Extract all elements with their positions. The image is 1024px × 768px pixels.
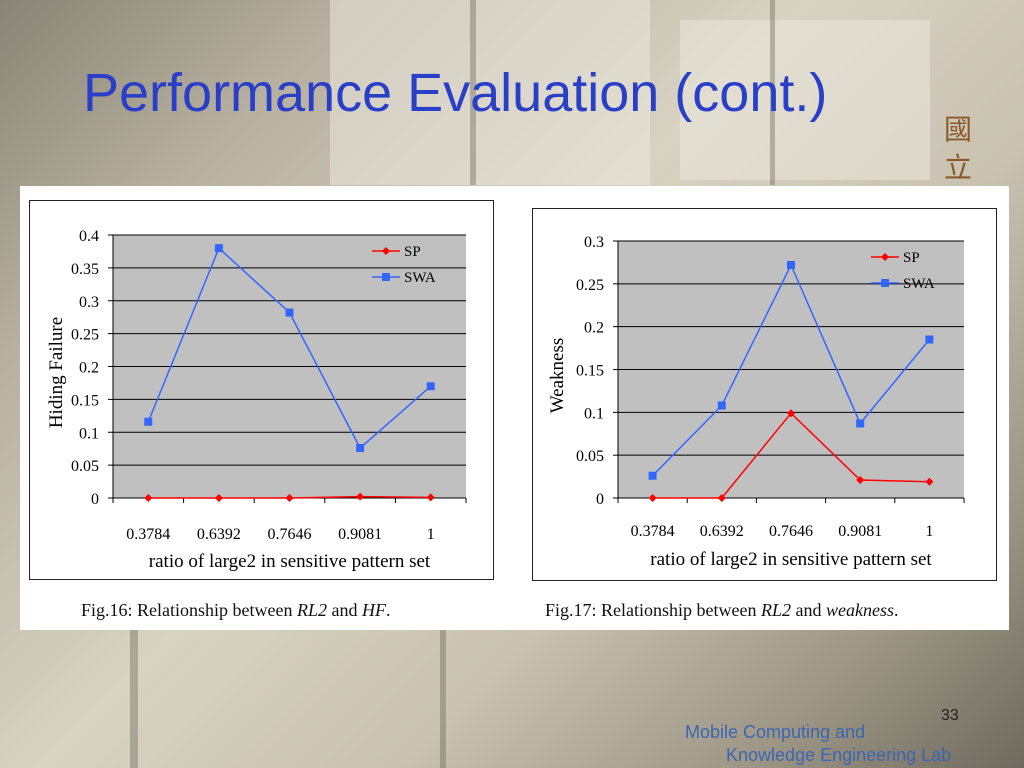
data-point-swa [648,471,657,480]
data-point-sp [648,494,657,502]
data-point-sp [285,494,294,502]
caption-term: weakness [826,600,894,620]
university-glyph: 立 [943,151,972,184]
data-point-sp [426,493,435,502]
y-tick-label: 0.25 [71,327,99,344]
x-tick-label: 1 [925,523,933,540]
x-tick-label: 1 [427,526,435,543]
legend-label-sp: SP [404,244,421,260]
chart-weakness: 0 0.05 0.1 0.15 0.2 0.25 0.3 0.3784 0.6392 0.7646… [532,208,997,581]
legend-label-sp: SP [903,250,920,266]
y-tick-label: 0 [91,491,99,508]
x-tick-label: 0.3784 [126,526,170,543]
data-point-sp [717,494,726,502]
y-tick-label: 0.35 [71,261,99,278]
y-tick-label: 0.15 [71,392,99,409]
y-tick-label: 0.3 [584,234,604,251]
data-point-sp [856,476,865,485]
y-tick-label: 0.2 [79,360,99,377]
data-point-swa [426,382,435,391]
figure-caption-16: Fig.16: Relationship between RL2 and HF. [81,600,391,621]
caption-term: RL2 [296,600,327,620]
x-tick-label: 0.9081 [338,526,382,543]
caption-text: . [893,600,899,620]
data-point-swa [925,335,934,344]
x-tick-label: 0.7646 [769,523,813,540]
y-tick-label: 0.4 [79,228,99,245]
background-window-pane [330,0,650,185]
background-building-line [770,0,775,185]
caption-text: and [791,600,826,620]
legend-label-swa: SWA [903,276,935,292]
y-tick-label: 0.1 [584,405,604,422]
data-point-swa [356,444,365,453]
legend-marker-swa [881,279,889,287]
legend-label-swa: SWA [404,270,436,286]
page-number: 33 [941,707,959,724]
y-tick-label: 0.25 [576,277,604,294]
caption-text: . [386,600,391,620]
caption-term: RL2 [760,600,791,620]
lab-name-line1: Mobile Computing and [685,722,866,742]
university-glyph: 國 [943,113,972,146]
data-point-swa [214,244,223,253]
x-tick-label: 0.3784 [631,523,675,540]
data-point-swa [144,417,153,426]
background-window-pane [680,20,930,180]
caption-text: and [327,600,362,620]
lab-name-line2: Knowledge Engineering Lab [726,745,952,765]
background-building-line [470,0,476,185]
y-tick-label: 0.05 [576,448,604,465]
chart-weakness-svg: 0 0.05 0.1 0.15 0.2 0.25 0.3 0.3784 0.6392 0.7646… [547,234,965,570]
y-tick-label: 0.2 [584,320,604,337]
data-point-swa [285,308,294,317]
data-point-swa [717,401,726,410]
y-tick-label: 0.15 [576,363,604,380]
legend-marker-sp [881,253,889,261]
data-point-sp [925,477,934,486]
data-point-sp [214,494,223,502]
x-tick-label: 0.9081 [838,523,882,540]
data-point-swa [787,260,795,269]
background-building-line [130,630,138,768]
y-tick-label: 0.1 [79,425,99,442]
chart-hiding-failure: 0 0.05 0.1 0.15 0.2 0.25 0.3 0.35 0.4 0.3784 0.639… [29,200,494,580]
y-tick-label: 0 [596,491,604,508]
x-axis-label: ratio of large2 in sensitive pattern set [650,549,932,570]
caption-text: Fig.16: Relationship between [81,600,297,620]
x-tick-label: 0.7646 [268,526,312,543]
caption-text: Fig.17: Relationship between [545,600,761,620]
data-point-swa [856,419,865,428]
y-tick-label: 0.3 [79,294,99,311]
legend-marker-swa [382,273,390,281]
legend-marker-sp [382,247,390,255]
slide-title: Performance Evaluation (cont.) [83,63,828,123]
chart-hiding-failure-svg: 0 0.05 0.1 0.15 0.2 0.25 0.3 0.35 0.4 0.3784 0.639… [46,228,467,572]
data-point-sp [787,409,795,418]
caption-term: HF [362,600,386,620]
y-tick-label: 0.05 [71,458,99,475]
figure-caption-17: Fig.17: Relationship between RL2 and wea… [545,600,898,621]
data-point-sp [144,494,153,502]
x-tick-label: 0.6392 [197,526,241,543]
background-building-line [440,630,446,768]
x-tick-label: 0.6392 [700,523,744,540]
y-axis-label: Hiding Failure [46,317,67,428]
x-axis-label: ratio of large2 in sensitive pattern set [149,551,431,572]
data-point-sp [356,492,365,501]
y-axis-label: Weakness [547,338,568,414]
